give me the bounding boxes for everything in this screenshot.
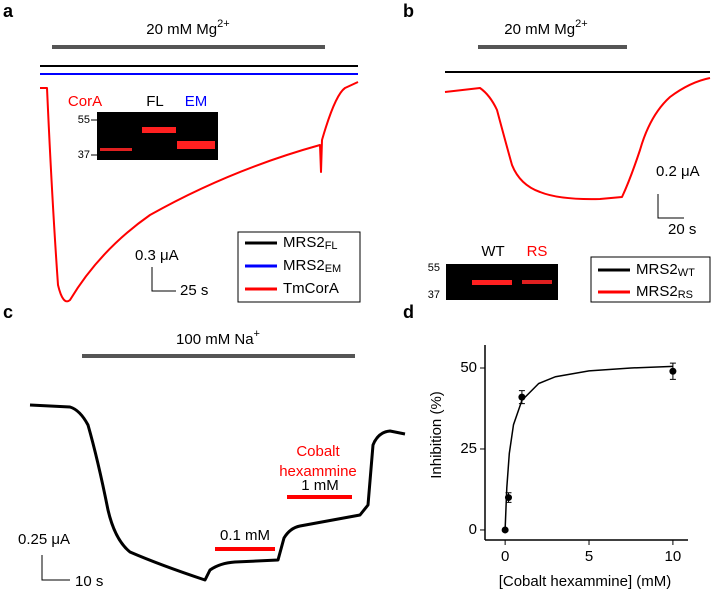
panel-label: b [403,1,414,21]
dose-label: 1 mM [301,477,339,494]
scale-x: 10 s [75,573,103,590]
legend-sub: WT [678,267,695,279]
superscript: 2+ [575,18,588,30]
legend-label: MRS2EM [283,257,341,275]
data-point [669,367,677,375]
plot: 0 25 50 0 5 10 [460,345,688,565]
trace [29,403,406,582]
gel-marker: 55 [78,114,90,126]
gel-marker: 55 [428,262,440,274]
y-axis-title: Inhibition (%) [428,391,445,479]
panel-label: a [3,1,14,21]
gel-band [472,280,512,285]
treatment-label: 20 mM Mg2+ [504,18,587,38]
gel-band [100,148,132,151]
lane-label: FL [146,93,164,110]
panel-label: d [403,302,414,322]
panel-label: c [3,302,13,322]
lane-label: CorA [68,93,102,110]
legend-name: MRS2 [283,257,325,274]
y-tick-label: 0 [469,521,477,538]
label-text: 20 mM Mg [504,21,575,38]
legend-box [590,256,711,303]
legend-name: TmCorA [283,280,339,297]
scale-y: 0.3 μA [135,247,179,264]
scale-bar [657,194,684,219]
data-point [501,526,509,534]
legend-label: MRS2RS [636,283,693,301]
legend-sub: EM [325,263,342,275]
data-point [504,494,512,502]
legend-name: MRS2 [283,234,325,251]
gel [97,112,218,160]
x-tick-label: 5 [585,548,593,565]
gel-marker: 37 [428,289,440,301]
gel-band [522,280,552,284]
gel-band [177,141,215,149]
fit-line [504,365,673,531]
legend-sub: RS [678,289,693,301]
treatment-label: 100 mM Na+ [176,328,260,348]
scale-y: 0.2 μA [656,163,700,180]
trace [40,81,359,303]
gel-band [142,127,176,133]
y-tick-label: 50 [460,359,477,376]
scale-x: 20 s [668,221,696,238]
y-tick-label: 25 [460,440,477,457]
scale-y: 0.25 μA [18,531,70,548]
label-text: 100 mM Na [176,331,254,348]
treatment-label: 20 mM Mg2+ [146,18,229,38]
legend-label: MRS2WT [636,261,695,279]
scale-bar [151,267,176,292]
annotation: Cobalt [296,443,340,460]
superscript: 2+ [217,18,230,30]
lane-label: RS [527,243,548,260]
scale-bar [41,555,70,581]
x-tick-label: 10 [665,548,682,565]
x-tick-label: 0 [501,548,509,565]
superscript: + [254,328,260,340]
lane-label: WT [481,243,504,260]
legend-label: TmCorA [283,280,339,297]
dose-label: 0.1 mM [220,527,270,544]
legend-name: MRS2 [636,261,678,278]
legend-sub: FL [325,240,338,252]
legend-label: MRS2FL [283,234,338,252]
trace [444,77,711,201]
legend-name: MRS2 [636,283,678,300]
gel-marker: 37 [78,149,90,161]
x-axis-title: [Cobalt hexammine] (mM) [499,573,672,590]
data-point [518,393,526,401]
lane-label: EM [185,93,208,110]
legend-box [237,231,361,303]
scale-x: 25 s [180,282,208,299]
annotation: hexammine [279,463,357,480]
label-text: 20 mM Mg [146,21,217,38]
